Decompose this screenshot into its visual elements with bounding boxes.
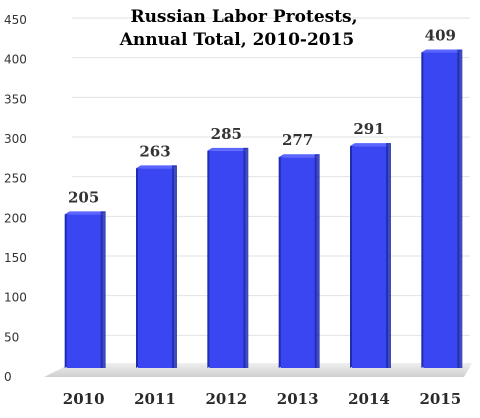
bar-2014 (350, 143, 391, 368)
y-tick-label: 300 (4, 132, 27, 146)
bar-front (423, 52, 460, 368)
y-tick-label: 450 (4, 13, 27, 27)
bar-edge (314, 154, 320, 368)
bar-front (138, 168, 174, 368)
data-label: 291 (353, 120, 384, 138)
bars-layer (64, 49, 463, 368)
x-tick-label: 2015 (419, 390, 461, 408)
x-tick-label: 2010 (63, 390, 105, 408)
chart-title-line-2: Annual Total, 2010-2015 (119, 30, 355, 50)
y-tick-label: 50 (4, 330, 19, 344)
y-axis-ticks: 0 50 100 150 200 250 300 350 400 450 (4, 13, 27, 384)
data-label: 205 (68, 188, 99, 206)
bar-front (209, 150, 246, 368)
bar-2015 (421, 49, 463, 368)
bar-edge (172, 165, 177, 368)
y-tick-label: 100 (4, 291, 27, 305)
bar-edge (457, 49, 463, 368)
y-tick-label: 250 (4, 172, 27, 186)
data-label: 277 (282, 131, 313, 149)
data-label: 285 (211, 125, 242, 143)
y-tick-label: 150 (4, 251, 27, 265)
floor-layer (44, 363, 472, 377)
x-axis-ticks: 2010 2011 2012 2013 2014 2015 (63, 390, 461, 408)
chart-title-line-1: Russian Labor Protests, (130, 7, 357, 27)
bar-top (64, 211, 106, 215)
bar-2011 (136, 165, 177, 368)
grid-layer (72, 17, 470, 336)
data-labels: 205 263 285 277 291 409 (68, 27, 456, 207)
bar-top (350, 143, 391, 147)
x-tick-label: 2012 (205, 390, 247, 408)
x-tick-label: 2014 (348, 390, 390, 408)
bar-top (136, 165, 177, 169)
y-tick-label: 350 (4, 92, 27, 106)
x-tick-label: 2011 (134, 390, 176, 408)
y-tick-label: 400 (4, 53, 27, 67)
x-tick-label: 2013 (277, 390, 319, 408)
bar-front (280, 157, 317, 368)
data-label: 263 (139, 142, 170, 160)
chart-floor (44, 363, 472, 377)
bar-top (421, 49, 463, 53)
bar-2013 (278, 154, 320, 368)
data-label: 409 (425, 27, 456, 45)
y-tick-label: 200 (4, 211, 27, 225)
bar-front (352, 146, 388, 368)
y-tick-label: 0 (4, 370, 12, 384)
bar-top (207, 147, 249, 151)
chart-title: Russian Labor Protests, Annual Total, 20… (119, 7, 358, 50)
bar-front (66, 214, 103, 368)
bar-edge (243, 147, 249, 368)
bar-2010 (64, 211, 106, 368)
bar-2012 (207, 147, 249, 368)
bar-top (278, 154, 320, 158)
bar-edge (386, 143, 391, 368)
bar-edge (100, 211, 106, 368)
